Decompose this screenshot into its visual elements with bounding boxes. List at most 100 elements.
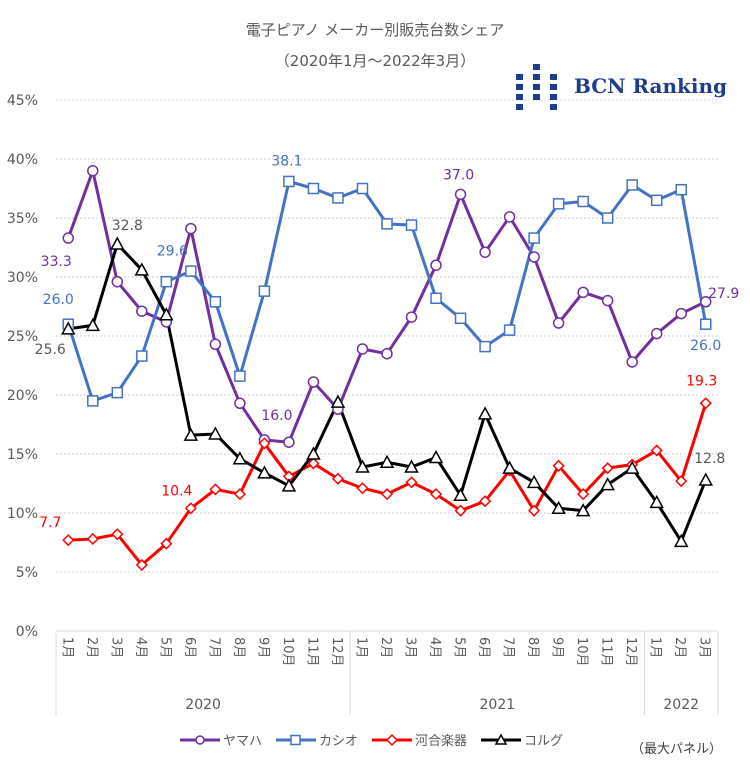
data-point-diamond	[209, 483, 222, 496]
data-point-diamond	[552, 459, 565, 472]
data-point-circle	[209, 338, 222, 351]
data-point-square	[626, 179, 638, 191]
y-tick-label: 10%	[7, 506, 38, 522]
x-tick-label: 11月	[599, 637, 614, 667]
x-tick-label: 3月	[403, 637, 418, 658]
data-point-square	[405, 219, 418, 231]
x-tick-label: 3月	[108, 637, 123, 658]
data-point-triangle	[428, 449, 444, 464]
data-point-triangle	[600, 477, 615, 491]
x-tick-label: 6月	[476, 637, 491, 658]
data-point-triangle	[232, 451, 248, 465]
legend-marker-square-icon	[276, 734, 317, 745]
data-point-square	[160, 275, 173, 288]
x-tick-label: 12月	[329, 637, 344, 667]
data-point-diamond	[86, 532, 99, 546]
data-point-diamond	[699, 397, 712, 410]
data-point-triangle	[281, 478, 297, 492]
data-point-circle	[699, 296, 712, 308]
x-tick-label: 4月	[427, 637, 442, 658]
x-tick-label: 9月	[255, 637, 270, 658]
data-point-square	[430, 292, 442, 304]
data-point-triangle	[85, 317, 101, 332]
data-point-triangle	[453, 487, 468, 502]
year-label: 2020	[185, 697, 221, 713]
data-point-diamond	[184, 502, 197, 515]
data-point-circle	[503, 211, 516, 223]
x-tick-label: 11月	[304, 637, 319, 667]
y-tick-label: 35%	[7, 211, 38, 227]
year-label: 2022	[663, 697, 699, 713]
data-point-square	[234, 370, 246, 382]
legend-label: ヤマハ	[223, 734, 263, 749]
x-tick-label: 2月	[672, 637, 687, 658]
legend: ヤマハ カシオ 河合楽器 コルグ	[180, 730, 563, 749]
data-point-diamond	[356, 482, 369, 495]
data-point-triangle	[330, 394, 346, 408]
data-point-square	[650, 194, 663, 207]
legend-item-kawai: 河合楽器	[372, 730, 467, 749]
data-point-triangle	[477, 406, 493, 420]
data-point-square	[454, 312, 467, 325]
data-point-circle	[356, 343, 369, 355]
data-point-circle	[307, 376, 320, 388]
data-point-triangle	[110, 236, 125, 250]
x-tick-label: 2月	[84, 637, 99, 658]
data-label: 16.0	[261, 408, 292, 424]
data-point-circle	[528, 251, 540, 263]
data-point-square	[185, 265, 197, 277]
data-point-triangle	[355, 459, 370, 473]
data-point-circle	[479, 246, 491, 258]
legend-item-korg: コルグ	[481, 730, 563, 749]
data-point-circle	[454, 188, 467, 201]
data-label: 7.7	[39, 515, 61, 531]
data-point-diamond	[135, 558, 148, 571]
legend-item-yamaha: ヤマハ	[180, 730, 262, 749]
legend-label: 河合楽器	[415, 734, 468, 749]
bcn-logo-text: BCN Ranking	[574, 74, 727, 98]
data-point-square	[87, 395, 99, 407]
data-label: 19.3	[686, 373, 717, 389]
data-label: 37.0	[443, 167, 474, 183]
data-point-square	[552, 198, 565, 210]
bcn-logo-icon	[516, 64, 557, 110]
data-label: 38.1	[271, 153, 302, 169]
data-point-diamond	[62, 534, 75, 547]
legend-label: カシオ	[319, 734, 359, 749]
y-tick-label: 15%	[7, 447, 38, 463]
data-point-diamond	[454, 504, 467, 517]
data-point-triangle	[404, 459, 419, 473]
chart-subtitle: （2020年1月～2022年3月）	[274, 52, 476, 70]
data-point-triangle	[379, 454, 395, 469]
data-point-square	[111, 386, 124, 399]
data-point-circle	[87, 165, 99, 177]
data-point-triangle	[257, 465, 272, 479]
x-tick-label: 12月	[623, 637, 638, 667]
y-tick-label: 20%	[7, 388, 38, 404]
data-point-square	[528, 232, 540, 244]
data-point-square	[283, 175, 295, 188]
data-point-square	[699, 318, 712, 330]
data-point-triangle	[526, 474, 542, 489]
data-point-circle	[111, 275, 124, 288]
data-label: 26.0	[690, 338, 721, 354]
x-tick-label: 8月	[525, 637, 540, 658]
data-point-triangle	[60, 321, 76, 335]
data-point-triangle	[208, 426, 223, 440]
data-point-circle	[675, 307, 687, 320]
data-point-diamond	[429, 488, 443, 501]
x-tick-label: 5月	[157, 637, 172, 658]
legend-item-casio: カシオ	[276, 730, 358, 749]
data-point-square	[356, 182, 369, 195]
y-tick-label: 25%	[7, 329, 38, 345]
data-point-diamond	[479, 495, 492, 508]
data-label: 32.8	[112, 218, 143, 234]
data-point-diamond	[405, 476, 418, 489]
data-point-circle	[405, 311, 418, 323]
y-tick-label: 40%	[7, 152, 38, 168]
data-point-circle	[62, 232, 75, 244]
data-point-circle	[430, 259, 442, 271]
data-point-diamond	[650, 444, 663, 457]
data-point-square	[479, 340, 491, 353]
